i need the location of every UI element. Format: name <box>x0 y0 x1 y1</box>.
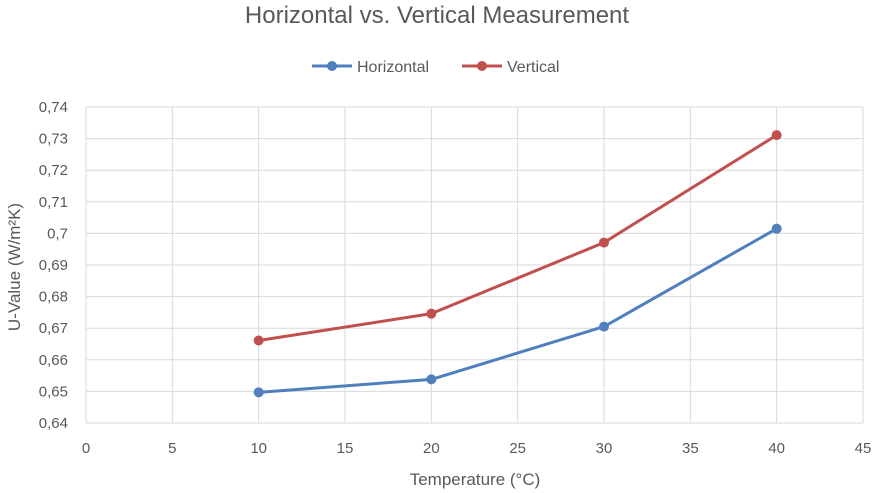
x-axis-label: Temperature (°C) <box>410 470 541 489</box>
y-tick-label: 0,73 <box>39 131 68 148</box>
series-horizontal <box>253 223 782 398</box>
gridlines <box>85 106 864 424</box>
legend-swatch-marker <box>477 61 487 71</box>
x-tick-label: 40 <box>768 440 785 457</box>
y-tick-label: 0,71 <box>39 194 68 211</box>
y-axis-label: U-Value (W/m²K) <box>5 203 24 331</box>
data-point-horizontal <box>771 223 782 234</box>
x-tick-label: 25 <box>509 440 526 457</box>
legend-item-horizontal: Horizontal <box>312 59 429 76</box>
data-point-vertical <box>253 335 264 346</box>
x-tick-label: 35 <box>682 440 699 457</box>
data-point-vertical <box>426 308 437 319</box>
series-line-horizontal <box>257 227 779 394</box>
y-axis-tick-labels: 0,64 0,65 0,66 0,67 0,68 0,69 0,7 0,71 0,72 0,73 0… <box>39 99 68 432</box>
y-tick-label: 0,64 <box>39 415 68 432</box>
y-tick-label: 0,68 <box>39 289 68 306</box>
y-tick-label: 0,7 <box>47 225 68 242</box>
legend: Horizontal Vertical <box>312 59 559 76</box>
data-point-vertical <box>771 130 782 141</box>
data-point-horizontal <box>253 387 264 398</box>
y-tick-label: 0,65 <box>39 383 68 400</box>
x-tick-label: 45 <box>855 440 872 457</box>
x-tick-label: 30 <box>596 440 613 457</box>
data-point-horizontal <box>599 321 609 332</box>
x-tick-label: 15 <box>337 440 354 457</box>
legend-label: Vertical <box>507 59 559 76</box>
series-line-vertical <box>257 133 779 343</box>
chart-title: Horizontal vs. Vertical Measurement <box>245 2 629 29</box>
legend-item-vertical: Vertical <box>462 59 559 76</box>
data-point-vertical <box>599 237 609 248</box>
data-series <box>253 130 782 398</box>
x-tick-label: 5 <box>168 440 176 457</box>
legend-swatch-marker <box>327 61 337 71</box>
y-tick-label: 0,72 <box>39 162 68 179</box>
x-tick-label: 0 <box>82 440 90 457</box>
y-tick-label: 0,69 <box>39 257 68 274</box>
legend-label: Horizontal <box>357 59 429 76</box>
y-tick-label: 0,74 <box>39 99 68 116</box>
data-point-horizontal <box>426 374 437 385</box>
y-tick-label: 0,66 <box>39 352 68 369</box>
series-vertical <box>253 130 782 346</box>
x-axis-tick-labels: 0 5 10 15 20 25 30 35 40 45 <box>82 440 872 457</box>
y-tick-label: 0,67 <box>39 320 68 337</box>
x-tick-label: 10 <box>250 440 267 457</box>
x-tick-label: 20 <box>423 440 440 457</box>
